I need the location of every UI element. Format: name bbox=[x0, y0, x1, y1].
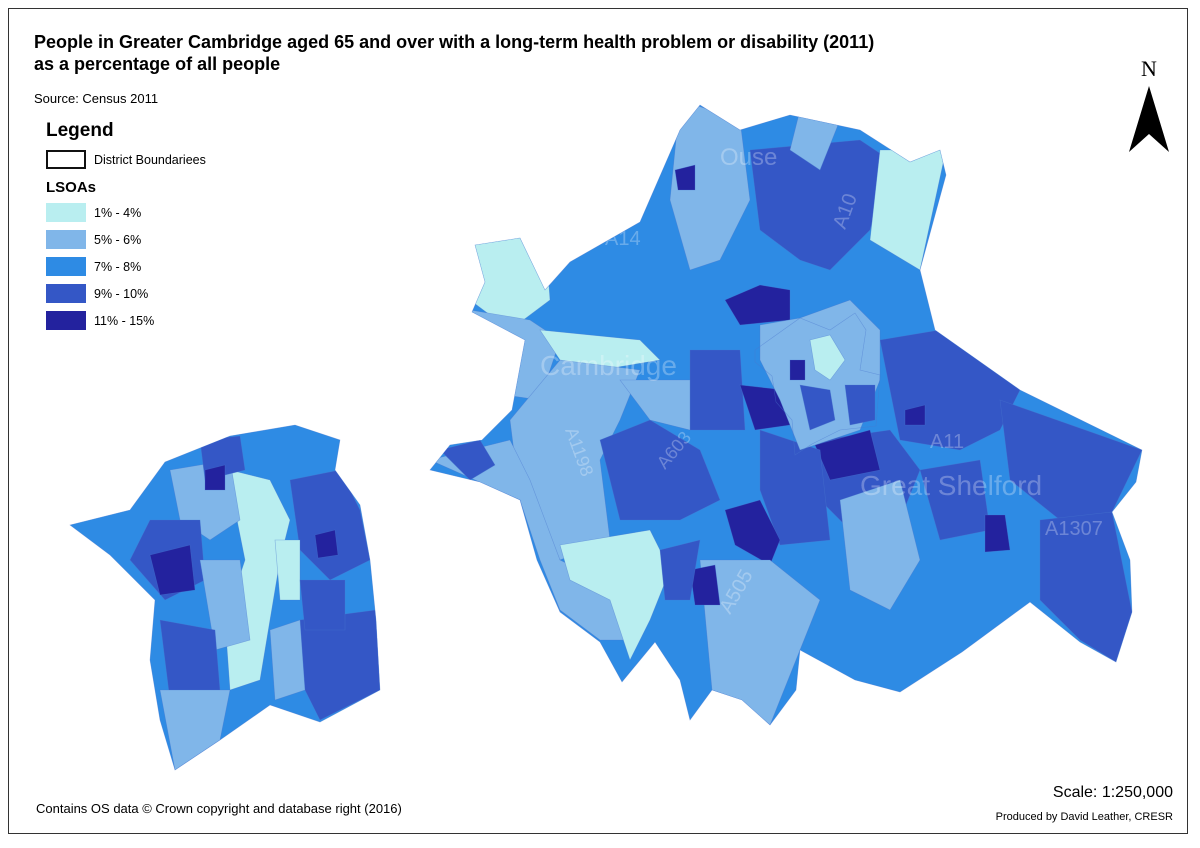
color-swatch bbox=[46, 230, 86, 249]
lsoa-area bbox=[689, 564, 721, 606]
lsoa-area bbox=[559, 529, 671, 661]
north-arrow: N bbox=[1122, 56, 1176, 159]
lsoa-area bbox=[749, 139, 891, 271]
produced-by: Produced by David Leather, CRESR bbox=[995, 811, 1173, 823]
lsoa-area bbox=[269, 619, 306, 701]
lsoa-area bbox=[689, 349, 746, 431]
lsoa-area bbox=[789, 359, 806, 381]
legend-label: 9% - 10% bbox=[94, 286, 149, 301]
legend-item: 7% - 8% bbox=[46, 253, 206, 280]
title-line-2: as a percentage of all people bbox=[34, 54, 281, 74]
lsoa-area bbox=[904, 404, 926, 426]
lsoa-area bbox=[799, 384, 836, 431]
legend-item: 1% - 4% bbox=[46, 199, 206, 226]
legend-label: 1% - 4% bbox=[94, 205, 142, 220]
north-arrow-icon bbox=[1129, 86, 1169, 152]
lsoa-heading: LSOAs bbox=[46, 179, 97, 196]
basemap-label: Cambridge bbox=[540, 350, 677, 381]
south-cambridgeshire-map: Cambridge Great Shelford A14 A10 A11 A50… bbox=[430, 105, 1142, 725]
lsoa-area bbox=[159, 689, 231, 770]
legend-item: 11% - 15% bbox=[46, 307, 206, 334]
legend-item: 5% - 6% bbox=[46, 226, 206, 253]
color-swatch bbox=[46, 257, 86, 276]
lsoa-area bbox=[149, 544, 196, 596]
map-title: People in Greater Cambridge aged 65 and … bbox=[34, 31, 874, 75]
copyright-note: Contains OS data © Crown copyright and d… bbox=[36, 801, 402, 816]
map-frame bbox=[8, 8, 1188, 834]
basemap-label: A1307 bbox=[1045, 518, 1103, 540]
legend-label: 7% - 8% bbox=[94, 259, 142, 274]
lsoa-area bbox=[314, 529, 339, 559]
lsoa-area bbox=[159, 619, 221, 701]
cambridge-city-boundary bbox=[754, 312, 881, 456]
lsoa-area bbox=[619, 379, 691, 431]
lsoa-area bbox=[724, 499, 781, 566]
color-swatch bbox=[46, 203, 86, 222]
cambridge-city-inset-map bbox=[70, 425, 380, 770]
lsoa-area bbox=[814, 429, 881, 481]
north-label: N bbox=[1141, 56, 1157, 81]
legend-item-boundary: District Boundariees bbox=[46, 146, 206, 173]
basemap-label: A11 bbox=[930, 431, 964, 453]
basemap-label: Great Shelford bbox=[860, 470, 1042, 501]
title-line-1: People in Greater Cambridge aged 65 and … bbox=[34, 32, 875, 52]
legend: Legend District Boundariees LSOAs 1% - 4… bbox=[46, 120, 206, 334]
lsoa-area bbox=[674, 164, 696, 191]
legend-label: 11% - 15% bbox=[94, 313, 155, 328]
lsoa-area bbox=[809, 334, 846, 381]
lsoa-area bbox=[199, 559, 251, 651]
lsoa-area bbox=[724, 284, 791, 326]
lsoa-area bbox=[439, 439, 496, 481]
inset-city-boundary bbox=[69, 424, 381, 771]
color-swatch bbox=[46, 311, 86, 330]
lsoa-area bbox=[539, 329, 661, 371]
legend-label: 5% - 6% bbox=[94, 232, 142, 247]
legend-item: 9% - 10% bbox=[46, 280, 206, 307]
lsoa-area bbox=[984, 514, 1011, 553]
source-note: Source: Census 2011 bbox=[34, 91, 159, 106]
lsoa-area bbox=[844, 384, 876, 426]
lsoa-area bbox=[839, 479, 921, 611]
legend-heading: Legend bbox=[46, 120, 114, 141]
lsoa-area bbox=[659, 539, 701, 601]
lsoa-area bbox=[204, 464, 226, 491]
basemap-label: Ouse bbox=[720, 144, 777, 171]
lsoa-area bbox=[299, 579, 346, 631]
color-swatch bbox=[46, 284, 86, 303]
scale-text: Scale: 1:250,000 bbox=[1052, 784, 1173, 801]
legend-label: District Boundariees bbox=[94, 152, 206, 167]
lsoa-area bbox=[274, 539, 301, 601]
boundary-swatch bbox=[46, 150, 86, 169]
